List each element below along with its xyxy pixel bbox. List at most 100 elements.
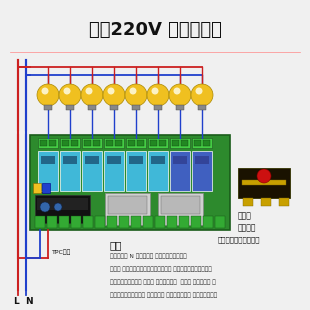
Circle shape bbox=[42, 87, 48, 95]
Circle shape bbox=[108, 87, 114, 95]
Bar bbox=[38, 151, 58, 191]
Text: 说明: 说明 bbox=[110, 240, 122, 250]
Bar bbox=[172, 140, 179, 146]
Circle shape bbox=[191, 84, 213, 106]
Bar bbox=[192, 138, 212, 148]
Text: L  N: L N bbox=[14, 298, 33, 307]
Circle shape bbox=[37, 84, 59, 106]
Bar bbox=[181, 140, 188, 146]
Bar bbox=[194, 140, 201, 146]
Circle shape bbox=[257, 169, 271, 183]
Text: 控制220V 负载接线图: 控制220V 负载接线图 bbox=[89, 21, 221, 39]
Bar bbox=[203, 216, 213, 228]
Bar bbox=[170, 151, 190, 191]
Bar bbox=[59, 216, 69, 228]
Text: 把设备的零线都接一起 接到零线上 因为不控制零线 只是控制了火线: 把设备的零线都接一起 接到零线上 因为不控制零线 只是控制了火线 bbox=[110, 292, 217, 298]
Bar bbox=[179, 216, 189, 228]
Bar bbox=[173, 156, 187, 164]
Bar bbox=[132, 105, 140, 110]
Bar bbox=[37, 198, 88, 210]
Bar bbox=[279, 198, 289, 206]
Text: 和常开端: 和常开端 bbox=[238, 224, 256, 232]
Bar bbox=[198, 105, 206, 110]
Bar bbox=[129, 156, 143, 164]
Bar bbox=[107, 216, 117, 228]
Bar bbox=[119, 216, 129, 228]
Bar bbox=[60, 138, 80, 148]
Bar bbox=[42, 183, 50, 193]
Circle shape bbox=[54, 203, 62, 211]
Bar bbox=[40, 140, 47, 146]
Bar bbox=[71, 216, 81, 228]
Text: 所以公共端连接一起 接火线 其实就是控制  火线断 来控制设备 断: 所以公共端连接一起 接火线 其实就是控制 火线断 来控制设备 断 bbox=[110, 279, 216, 285]
Bar bbox=[82, 138, 102, 148]
Bar bbox=[151, 156, 165, 164]
Circle shape bbox=[130, 87, 136, 95]
Bar bbox=[95, 216, 105, 228]
Circle shape bbox=[86, 87, 92, 95]
Bar bbox=[83, 216, 93, 228]
Bar bbox=[148, 138, 168, 148]
Bar bbox=[44, 105, 52, 110]
Bar bbox=[192, 151, 212, 191]
Bar bbox=[243, 198, 253, 206]
Bar bbox=[63, 156, 77, 164]
Bar bbox=[110, 105, 118, 110]
Circle shape bbox=[174, 87, 180, 95]
Bar bbox=[170, 138, 190, 148]
Bar bbox=[35, 216, 45, 228]
Bar bbox=[126, 151, 146, 191]
Bar bbox=[261, 198, 271, 206]
Bar bbox=[82, 151, 102, 191]
Circle shape bbox=[147, 84, 169, 106]
Bar bbox=[154, 105, 162, 110]
Bar bbox=[107, 156, 121, 164]
Bar bbox=[176, 105, 184, 110]
Circle shape bbox=[81, 84, 103, 106]
Bar bbox=[49, 140, 56, 146]
Bar bbox=[128, 140, 135, 146]
Bar bbox=[106, 140, 113, 146]
Bar bbox=[158, 193, 203, 225]
Bar bbox=[159, 140, 166, 146]
Circle shape bbox=[196, 87, 202, 95]
Bar bbox=[104, 138, 124, 148]
Bar bbox=[60, 151, 80, 191]
Bar bbox=[191, 216, 201, 228]
Bar bbox=[47, 216, 57, 228]
Bar bbox=[38, 138, 58, 148]
Bar bbox=[93, 140, 100, 146]
Text: 公共端: 公共端 bbox=[238, 211, 252, 220]
Circle shape bbox=[103, 84, 125, 106]
Bar bbox=[30, 135, 230, 230]
Bar bbox=[85, 156, 99, 164]
Bar bbox=[84, 140, 91, 146]
Bar bbox=[62, 140, 69, 146]
Bar bbox=[108, 196, 147, 214]
Bar bbox=[215, 216, 225, 228]
Bar bbox=[35, 195, 90, 223]
Bar bbox=[195, 156, 209, 164]
Bar bbox=[148, 151, 168, 191]
Bar bbox=[242, 180, 286, 185]
Circle shape bbox=[40, 202, 50, 212]
Bar bbox=[155, 216, 165, 228]
Text: 公共端 和常开端里面就是一个单刀开关 控制器本来是没有输出的: 公共端 和常开端里面就是一个单刀开关 控制器本来是没有输出的 bbox=[110, 266, 212, 272]
Circle shape bbox=[59, 84, 81, 106]
Bar bbox=[203, 140, 210, 146]
Bar bbox=[105, 193, 150, 225]
Bar bbox=[71, 140, 78, 146]
Text: 里面就是一个单刀开关: 里面就是一个单刀开关 bbox=[218, 237, 260, 243]
Bar bbox=[126, 138, 146, 148]
Bar bbox=[167, 216, 177, 228]
Text: TPC供电: TPC供电 bbox=[52, 249, 71, 255]
Bar bbox=[41, 156, 55, 164]
Bar bbox=[150, 140, 157, 146]
Bar bbox=[143, 216, 153, 228]
Bar bbox=[104, 151, 124, 191]
Circle shape bbox=[152, 87, 158, 95]
Bar bbox=[33, 183, 41, 193]
Circle shape bbox=[64, 87, 70, 95]
Circle shape bbox=[125, 84, 147, 106]
Bar bbox=[115, 140, 122, 146]
